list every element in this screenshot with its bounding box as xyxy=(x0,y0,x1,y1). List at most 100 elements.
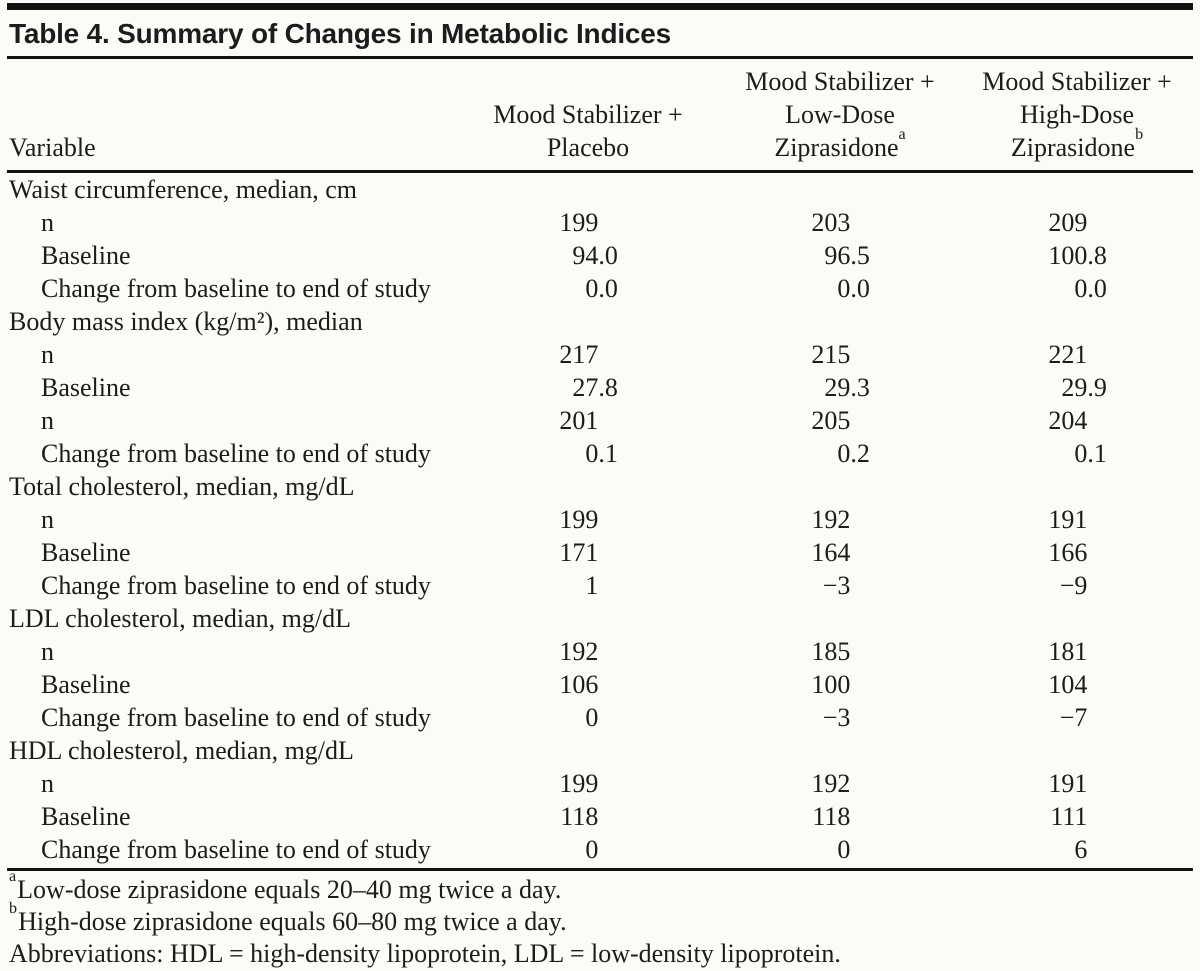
column-header-group-1: Mood Stabilizer + Placebo xyxy=(457,98,719,164)
value-cell: 191 xyxy=(961,503,1193,536)
fraction-part: .0 xyxy=(1087,274,1107,303)
fraction-part xyxy=(598,668,618,701)
fraction-part: .5 xyxy=(850,241,870,270)
numeric-value: 164 xyxy=(810,536,870,569)
integer-part: 0 xyxy=(585,835,599,864)
integer-part: 0 xyxy=(1074,439,1088,468)
fraction-part xyxy=(850,668,870,701)
value-cell: 0 xyxy=(457,833,719,866)
integer-part: 118 xyxy=(560,802,599,831)
fraction-part: .1 xyxy=(1087,439,1107,468)
value-cell: 199 xyxy=(457,767,719,800)
numeric-value: 205 xyxy=(810,404,870,437)
integer-part: 29 xyxy=(1061,373,1088,402)
numeric-value: −3 xyxy=(810,569,870,602)
column-header-group-2: Mood Stabilizer + Low-Dose Ziprasidonea xyxy=(719,65,961,164)
integer-part: 104 xyxy=(1048,670,1088,699)
value-cell: 0.0 xyxy=(961,272,1193,305)
row-label: n xyxy=(41,406,54,435)
value-cell: 164 xyxy=(719,536,961,569)
table-row: n 199 192 191 xyxy=(7,503,1193,536)
fraction-part xyxy=(598,206,618,239)
metabolic-indices-table: Variable Mood Stabilizer + Placebo Mood Sta… xyxy=(7,59,1193,871)
value-cell: 171 xyxy=(457,536,719,569)
column-header-line: Mood Stabilizer + xyxy=(982,67,1172,96)
column-header-line: Placebo xyxy=(546,133,630,162)
numeric-value: 106 xyxy=(558,668,618,701)
integer-part: 164 xyxy=(811,538,851,567)
numeric-value: 100 xyxy=(810,668,870,701)
value-cell: 0 xyxy=(457,701,719,734)
table-row: Change from baseline to end of study 0.1 0… xyxy=(7,437,1193,470)
fraction-part: .3 xyxy=(850,373,870,402)
integer-part: 96 xyxy=(824,241,851,270)
numeric-value: 199 xyxy=(558,767,618,800)
integer-part: 209 xyxy=(1048,208,1088,237)
integer-part: 94 xyxy=(572,241,599,270)
value-cell: 100.8 xyxy=(961,239,1193,272)
integer-part: 166 xyxy=(1048,538,1088,567)
numeric-value: 0.0 xyxy=(558,272,618,305)
value-cell: 96.5 xyxy=(719,239,961,272)
value-cell: 185 xyxy=(719,635,961,668)
row-label: Change from baseline to end of study xyxy=(41,835,431,864)
fraction-part xyxy=(598,536,618,569)
numeric-value: 0.0 xyxy=(810,272,870,305)
column-header-line: Mood Stabilizer + xyxy=(493,100,683,129)
fraction-part xyxy=(850,536,870,569)
fraction-part xyxy=(850,800,870,833)
value-cell: 118 xyxy=(719,800,961,833)
value-cell: 201 xyxy=(457,404,719,437)
value-cell: −3 xyxy=(719,569,961,602)
column-header-variable: Variable xyxy=(9,133,96,162)
fraction-part: .0 xyxy=(850,274,870,303)
fraction-part xyxy=(1087,338,1107,371)
integer-part: 199 xyxy=(559,769,599,798)
footnote-marker-a: a xyxy=(9,868,17,886)
table-header-row: Variable Mood Stabilizer + Placebo Mood Sta… xyxy=(7,59,1193,173)
row-label: n xyxy=(41,208,54,237)
value-cell: −9 xyxy=(961,569,1193,602)
fraction-part xyxy=(1087,635,1107,668)
value-cell: 0.1 xyxy=(961,437,1193,470)
fraction-part: .9 xyxy=(1087,373,1107,402)
integer-part: 1 xyxy=(585,571,599,600)
value-cell: 217 xyxy=(457,338,719,371)
integer-part: 201 xyxy=(559,406,599,435)
numeric-value: 118 xyxy=(558,800,618,833)
fraction-part xyxy=(850,701,870,734)
value-cell: 118 xyxy=(457,800,719,833)
value-cell: 104 xyxy=(961,668,1193,701)
numeric-value: 0.2 xyxy=(810,437,870,470)
integer-part: 0 xyxy=(585,274,599,303)
numeric-value: 199 xyxy=(558,503,618,536)
section-header-label: HDL cholesterol, median, mg/dL xyxy=(9,736,354,765)
numeric-value: 0.0 xyxy=(1047,272,1107,305)
integer-part: 29 xyxy=(824,373,851,402)
value-cell: 111 xyxy=(961,800,1193,833)
numeric-value: 104 xyxy=(1047,668,1107,701)
row-label: Baseline xyxy=(41,241,131,270)
integer-part: 0 xyxy=(1074,274,1088,303)
table-row: n 199 203 209 xyxy=(7,206,1193,239)
integer-part: 192 xyxy=(559,637,599,666)
integer-part: 0 xyxy=(837,274,851,303)
row-label: Baseline xyxy=(41,373,131,402)
numeric-value: 29.3 xyxy=(810,371,870,404)
integer-part: 185 xyxy=(811,637,851,666)
section-header-row: HDL cholesterol, median, mg/dL xyxy=(7,734,1193,767)
row-label: Baseline xyxy=(41,670,131,699)
numeric-value: 181 xyxy=(1047,635,1107,668)
numeric-value: 166 xyxy=(1047,536,1107,569)
integer-part: 205 xyxy=(811,406,851,435)
value-cell: 215 xyxy=(719,338,961,371)
row-label: Baseline xyxy=(41,538,131,567)
numeric-value: 29.9 xyxy=(1047,371,1107,404)
value-cell: −3 xyxy=(719,701,961,734)
integer-part: 100 xyxy=(1048,241,1088,270)
integer-part: 217 xyxy=(559,340,599,369)
value-cell: 27.8 xyxy=(457,371,719,404)
table-row: n 192 185 181 xyxy=(7,635,1193,668)
numeric-value: −7 xyxy=(1047,701,1107,734)
table-row: Baseline 106 100 104 xyxy=(7,668,1193,701)
